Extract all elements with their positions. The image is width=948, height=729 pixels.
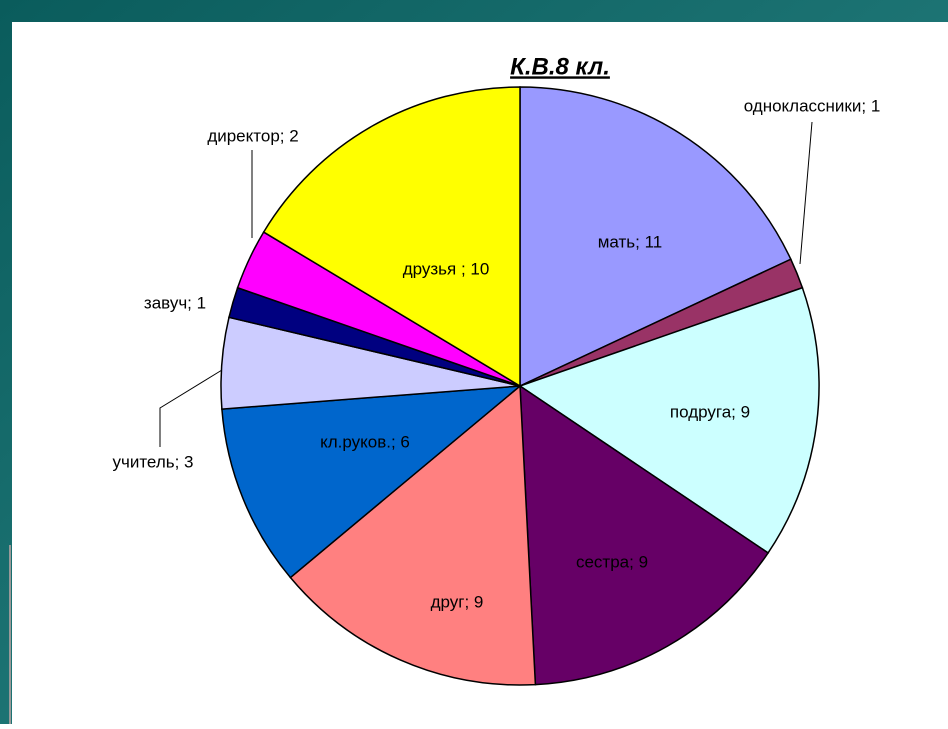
data-label: подруга; 9 — [670, 402, 750, 421]
chart-title: К.В.8 кл. — [510, 53, 610, 80]
leader-line — [799, 121, 813, 265]
pie-slice — [262, 86, 521, 388]
data-label: одноклассники; 1 — [744, 96, 881, 115]
pie-slice — [519, 86, 792, 388]
data-label: директор; 2 — [207, 126, 298, 145]
pie-slice — [518, 286, 820, 554]
pie-slice — [221, 385, 523, 579]
data-label: завуч; 1 — [144, 293, 206, 312]
data-label: сестра; 9 — [576, 552, 648, 571]
data-label: друзья ; 10 — [403, 259, 490, 278]
pie-slice — [289, 384, 537, 686]
data-label: мать; 11 — [598, 232, 663, 251]
pie-slice — [519, 384, 770, 686]
data-label: учитель; 3 — [112, 452, 193, 471]
leader-lines — [159, 121, 813, 447]
data-label: кл.руков.; 6 — [320, 432, 410, 451]
leader-line — [159, 369, 223, 447]
data-label: друг; 9 — [431, 592, 484, 611]
